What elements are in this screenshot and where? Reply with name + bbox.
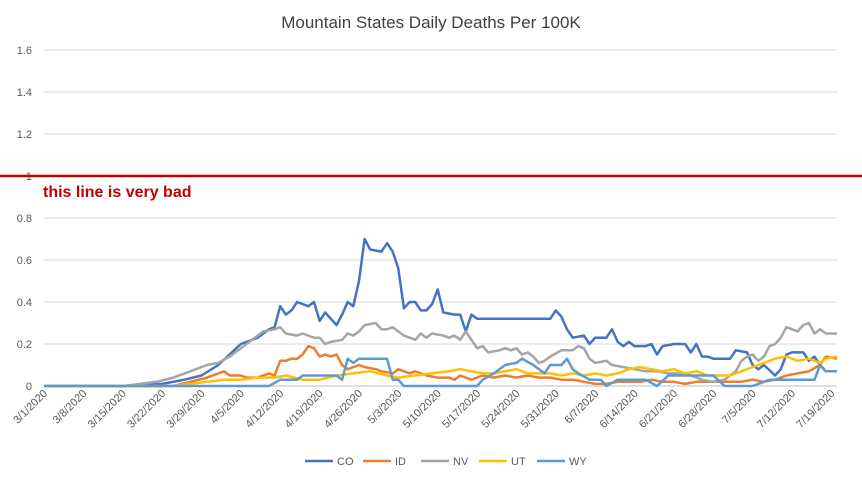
- x-tick-label: 3/15/2020: [86, 388, 129, 431]
- y-tick-label: 0.6: [17, 255, 32, 267]
- y-tick-label: 1.2: [17, 129, 32, 141]
- y-tick-label: 1.4: [17, 87, 32, 99]
- reference-line-label: this line is very bad: [43, 184, 192, 201]
- x-tick-label: 3/8/2020: [51, 388, 90, 427]
- series-line-co: [44, 237, 837, 388]
- chart-title: Mountain States Daily Deaths Per 100K: [281, 13, 581, 32]
- x-tick-label: 3/1/2020: [11, 388, 50, 427]
- x-tick-label: 7/12/2020: [755, 388, 798, 431]
- series-lines: [44, 237, 838, 388]
- series-line-wy: [44, 357, 837, 388]
- y-axis-ticks: 00.20.40.60.811.21.41.6: [17, 45, 32, 393]
- legend-label-ut: UT: [511, 456, 526, 468]
- x-tick-label: 5/17/2020: [440, 388, 483, 431]
- x-tick-label: 4/19/2020: [283, 388, 326, 431]
- x-tick-label: 5/3/2020: [366, 388, 405, 427]
- y-tick-label: 0: [26, 381, 32, 393]
- legend-label-id: ID: [395, 456, 406, 468]
- x-tick-label: 3/22/2020: [125, 388, 168, 431]
- x-tick-label: 4/5/2020: [208, 388, 247, 427]
- x-tick-label: 3/29/2020: [165, 388, 208, 431]
- x-tick-label: 6/21/2020: [637, 388, 680, 431]
- y-tick-label: 1.6: [17, 45, 32, 57]
- x-tick-label: 4/26/2020: [322, 388, 365, 431]
- legend: CO ID NV UT WY: [305, 456, 587, 468]
- legend-label-nv: NV: [453, 456, 469, 468]
- legend-label-wy: WY: [569, 456, 587, 468]
- legend-label-co: CO: [337, 456, 354, 468]
- x-tick-label: 6/7/2020: [563, 388, 602, 427]
- x-tick-label: 6/14/2020: [598, 388, 641, 431]
- y-tick-label: 0.2: [17, 339, 32, 351]
- y-tick-label: 0.8: [17, 213, 32, 225]
- x-tick-label: 7/19/2020: [794, 388, 837, 431]
- series-line-nv: [44, 321, 837, 388]
- reference-line-group: this line is very bad: [0, 174, 862, 201]
- x-tick-label: 6/28/2020: [676, 388, 719, 431]
- x-tick-label: 4/12/2020: [243, 388, 286, 431]
- x-axis-ticks: 3/1/2020 3/8/20203/15/20203/22/20203/29/2…: [11, 388, 837, 431]
- x-tick-label: 5/31/2020: [519, 388, 562, 431]
- x-tick-label: 5/24/2020: [479, 388, 522, 431]
- x-tick-label: 5/10/2020: [401, 388, 444, 431]
- y-tick-label: 0.4: [17, 297, 32, 309]
- x-tick-label: 7/5/2020: [720, 388, 759, 427]
